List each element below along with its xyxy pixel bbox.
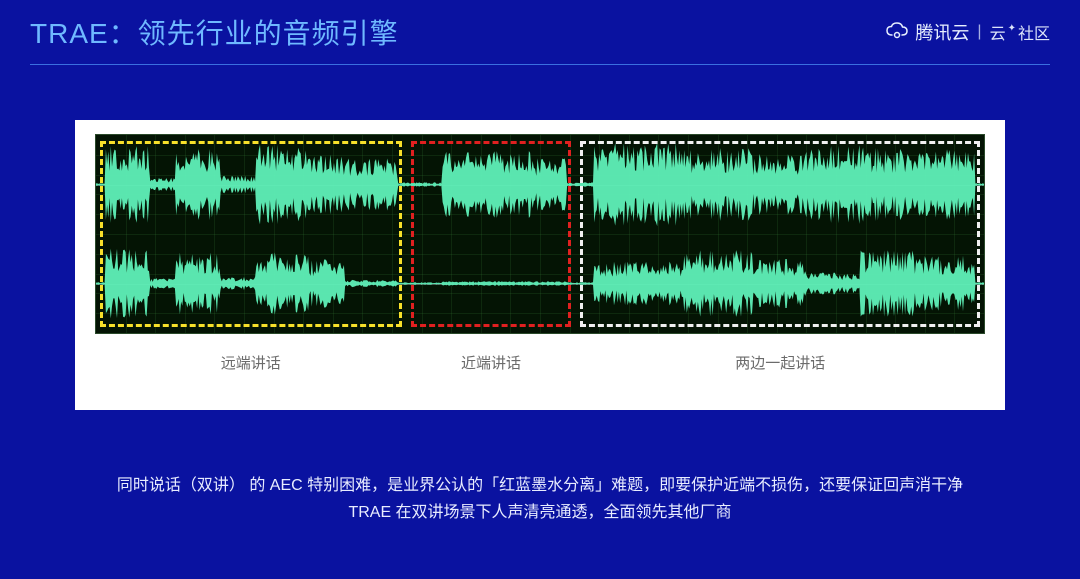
brand-main: 腾讯云 [915,19,969,45]
caption-line-2: TRAE 在双讲场景下人声清亮通透，全面领先其他厂商 [60,499,1020,526]
plus-icon: ✦ [1008,23,1016,34]
brand-divider: | [977,23,981,41]
waveform-figure: 远端讲话近端讲话两边一起讲话 [75,120,1005,410]
region-near [411,141,571,327]
brand-block: 腾讯云 | 云 ✦ 社区 [885,19,1050,45]
slide-header: TRAE：领先行业的音频引擎 腾讯云 | 云 ✦ 社区 [0,0,1080,64]
region-far [100,141,402,327]
brand-sub: 云 ✦ 社区 [990,20,1050,44]
waveform-panel [95,134,985,334]
header-underline [30,64,1050,65]
region-label-near: 近端讲话 [411,352,571,373]
region-label-both: 两边一起讲话 [580,352,981,373]
slide: TRAE：领先行业的音频引擎 腾讯云 | 云 ✦ 社区 远端讲话近端讲话两边一起… [0,0,1080,579]
region-both [580,141,980,327]
cloud-icon [885,20,909,45]
region-label-far: 远端讲话 [99,352,402,373]
slide-title: TRAE：领先行业的音频引擎 [30,12,399,52]
caption-line-1: 同时说话（双讲） 的 AEC 特别困难，是业界公认的「红蓝墨水分离」难题，即要保… [60,472,1020,499]
region-labels-row: 远端讲话近端讲话两边一起讲话 [95,352,985,376]
slide-caption: 同时说话（双讲） 的 AEC 特别困难，是业界公认的「红蓝墨水分离」难题，即要保… [60,472,1020,526]
